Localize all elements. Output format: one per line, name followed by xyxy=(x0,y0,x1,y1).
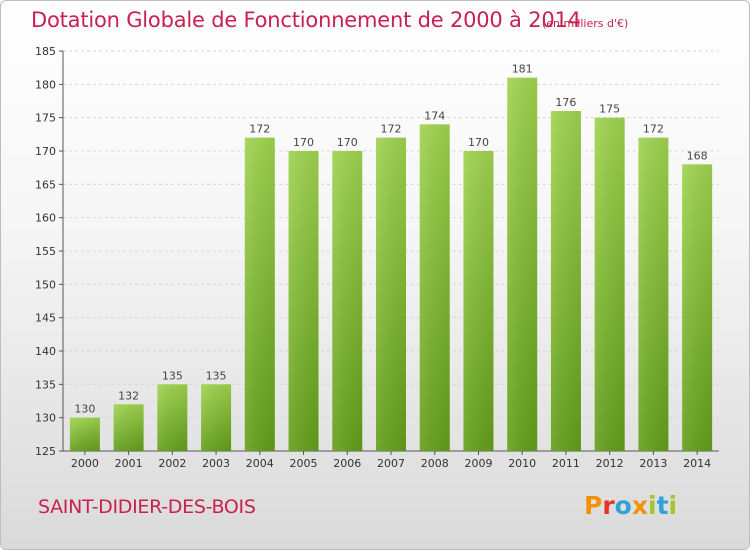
bar-shade xyxy=(507,77,538,452)
logo-letter: o xyxy=(614,491,632,520)
x-tick-label: 2001 xyxy=(115,457,143,470)
bar-value-label: 181 xyxy=(512,63,533,76)
x-tick-label: 2000 xyxy=(71,457,99,470)
y-tick-label: 140 xyxy=(35,345,56,358)
y-tick-label: 155 xyxy=(35,245,56,258)
x-tick-label: 2004 xyxy=(246,457,274,470)
y-tick-label: 150 xyxy=(35,278,56,291)
x-tick-label: 2006 xyxy=(333,457,361,470)
bar-value-label: 135 xyxy=(162,369,183,382)
x-tick-label: 2012 xyxy=(596,457,624,470)
bar-shade xyxy=(244,137,275,451)
bar-value-label: 170 xyxy=(468,136,489,149)
labels: 125 130 135 140 145 150 155 160 165 170 175 180 185 1… xyxy=(35,45,711,470)
bar-shade xyxy=(463,151,494,451)
bar-value-label: 172 xyxy=(381,123,402,136)
y-tick-label: 185 xyxy=(35,45,56,58)
logo-letter: i xyxy=(668,491,678,520)
x-tick-label: 2008 xyxy=(421,457,449,470)
bar-value-label: 174 xyxy=(424,109,445,122)
x-tick-label: 2011 xyxy=(552,457,580,470)
chart-title: Dotation Globale de Fonctionnement de 20… xyxy=(31,8,581,32)
bar-value-label: 175 xyxy=(599,103,620,116)
bar-value-label: 170 xyxy=(337,136,358,149)
bar-shade xyxy=(682,164,713,452)
bar-value-label: 135 xyxy=(206,369,227,382)
y-tick-label: 145 xyxy=(35,312,56,325)
bar-shade xyxy=(69,417,100,451)
x-tick-label: 2014 xyxy=(683,457,711,470)
bar-shade xyxy=(288,151,319,451)
bar-shade xyxy=(332,151,363,451)
proxiti-logo[interactable]: Proxiti xyxy=(584,491,677,520)
bar-shade xyxy=(201,384,232,451)
bar-shade xyxy=(419,124,450,451)
x-tick-label: 2002 xyxy=(158,457,186,470)
bar-shade xyxy=(113,404,144,451)
bar-shade xyxy=(638,137,669,451)
logo-letter: i xyxy=(648,491,657,520)
y-tick-label: 175 xyxy=(35,112,56,125)
bar-value-label: 132 xyxy=(118,389,139,402)
commune-name: SAINT-DIDIER-DES-BOIS xyxy=(38,496,256,518)
x-tick-label: 2007 xyxy=(377,457,405,470)
bar-value-label: 168 xyxy=(687,149,708,162)
y-tick-label: 165 xyxy=(35,178,56,191)
x-tick-label: 2009 xyxy=(464,457,492,470)
y-tick-label: 135 xyxy=(35,378,56,391)
bar-shade xyxy=(376,137,406,451)
bars xyxy=(69,77,713,452)
bar-value-label: 130 xyxy=(74,403,95,416)
logo-letter: t xyxy=(656,491,669,520)
bar-value-label: 172 xyxy=(249,123,270,136)
y-tick-label: 125 xyxy=(35,445,56,458)
x-tick-label: 2013 xyxy=(639,457,667,470)
bar-value-label: 172 xyxy=(643,123,664,136)
x-tick-label: 2003 xyxy=(202,457,230,470)
x-tick-label: 2005 xyxy=(290,457,318,470)
y-tick-label: 130 xyxy=(35,412,56,425)
bar-value-label: 170 xyxy=(293,136,314,149)
logo-letter: r xyxy=(602,491,615,520)
chart-unit: (en milliers d'€) xyxy=(542,17,629,30)
bar-shade xyxy=(157,384,188,451)
bar-shade xyxy=(550,111,581,451)
bar-shade xyxy=(594,117,625,452)
logo-letter: x xyxy=(631,491,648,520)
y-tick-label: 180 xyxy=(35,78,56,91)
logo-letter: P xyxy=(584,491,603,520)
y-tick-label: 160 xyxy=(35,212,56,225)
y-tick-label: 170 xyxy=(35,145,56,158)
bar-value-label: 176 xyxy=(555,96,576,109)
x-tick-label: 2010 xyxy=(508,457,536,470)
